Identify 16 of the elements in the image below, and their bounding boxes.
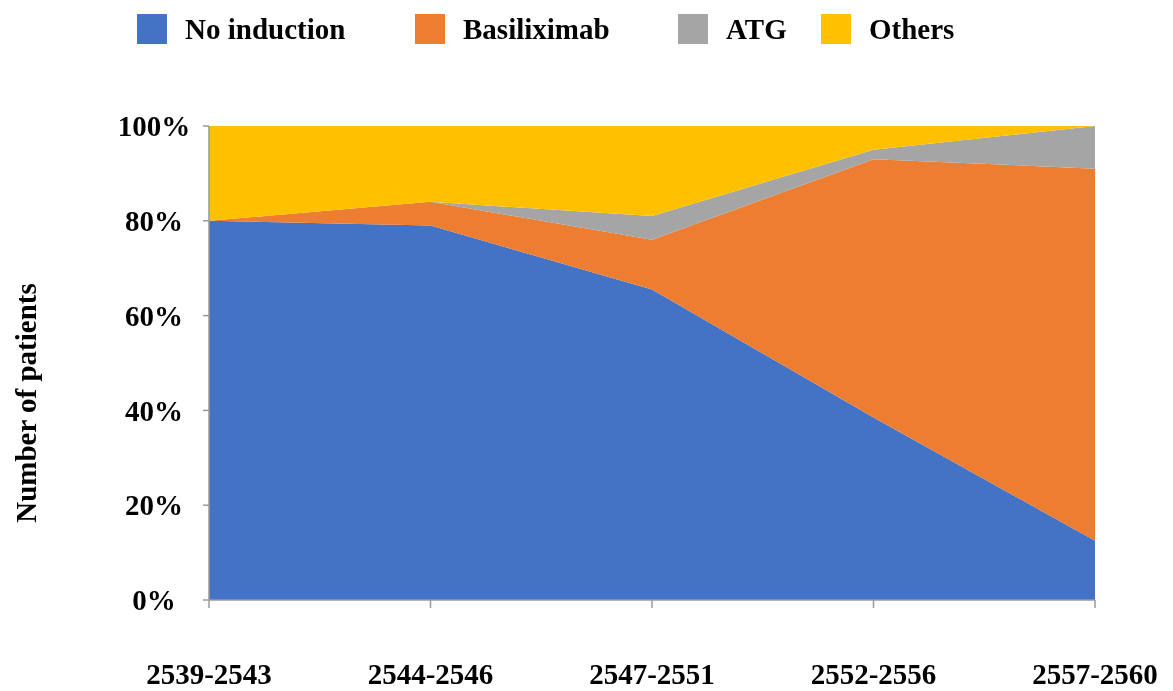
x-tick-label: 2544-2546: [367, 658, 494, 690]
y-tick-label: 80%: [125, 204, 183, 237]
legend-label: No induction: [185, 13, 346, 45]
x-tick-label: 2557-2560: [1032, 658, 1158, 690]
x-tick-label: 2552-2556: [810, 658, 937, 690]
x-tick-label: 2539-2543: [146, 658, 272, 690]
y-tick-label: 60%: [125, 299, 183, 332]
legend-label: Basiliximab: [463, 13, 610, 45]
y-tick-label: 0%: [132, 584, 176, 617]
y-tick-label: 20%: [125, 489, 183, 522]
legend-label: Others: [869, 13, 955, 45]
x-tick-label: 2547-2551: [589, 658, 715, 690]
y-axis-title: Number of patients: [10, 283, 42, 523]
legend-label: ATG: [726, 13, 787, 45]
y-tick-label: 100%: [117, 110, 191, 143]
y-tick-label: 40%: [125, 394, 183, 427]
